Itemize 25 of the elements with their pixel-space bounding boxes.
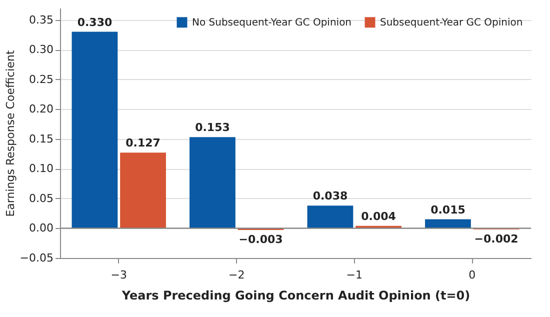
x-tick-label: −1: [346, 268, 362, 282]
legend-label: No Subsequent-Year GC Opinion: [192, 17, 352, 28]
x-tick-label: −2: [228, 268, 245, 282]
x-axis-title: Years Preceding Going Concern Audit Opinion (t=0): [120, 288, 470, 302]
x-tick-label: −3: [110, 268, 127, 282]
y-tick-label: 0.20: [29, 102, 54, 116]
data-label: 0.015: [430, 203, 466, 216]
data-label: 0.004: [361, 210, 396, 223]
x-tick-label: 0: [468, 268, 476, 282]
data-label: −0.003: [238, 233, 283, 246]
y-tick-label: −0.05: [20, 252, 54, 264]
y-tick-label: 0.25: [29, 72, 54, 86]
data-label: 0.038: [312, 190, 348, 203]
y-tick-label: 0.35: [29, 13, 54, 26]
data-label: 0.153: [195, 121, 230, 134]
y-tick-label: 0.10: [29, 162, 54, 176]
data-label: 0.127: [126, 136, 160, 150]
y-axis-title: Earnings Response Coefficient: [4, 50, 17, 217]
y-tick-label: 0.30: [29, 43, 54, 56]
y-tick-label: 0.05: [29, 192, 54, 205]
y-tick-label: 0.00: [29, 222, 54, 235]
data-label: −0.002: [474, 232, 518, 246]
legend-label: Subsequent-Year GC Opinion: [380, 17, 523, 28]
data-label: 0.330: [77, 16, 112, 29]
y-tick-label: 0.15: [29, 132, 54, 146]
